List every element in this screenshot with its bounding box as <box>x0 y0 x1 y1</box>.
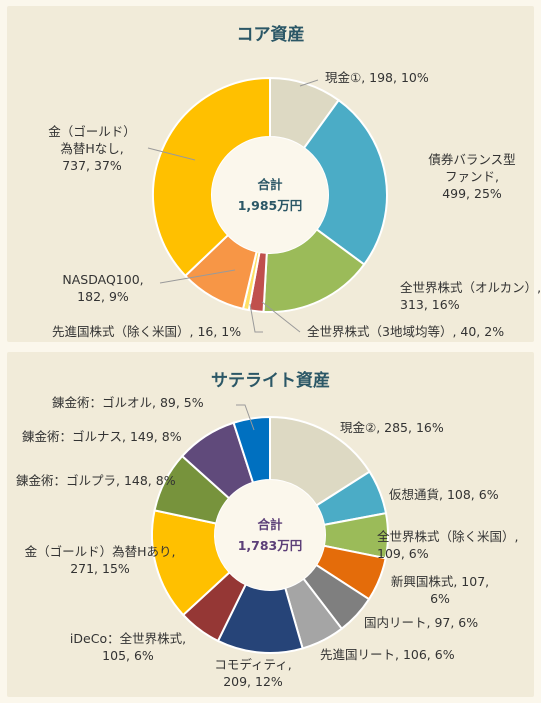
core-data-label: NASDAQ100, 182, 9% <box>62 272 143 304</box>
core-data-label: 現金①, 198, 10% <box>325 70 429 85</box>
core-data-label-line: 現金①, 198, 10% <box>325 70 429 85</box>
core-data-label-line: 313, 16% <box>400 297 460 312</box>
satellite-data-label: 現金②, 285, 16% <box>340 420 444 435</box>
satellite-data-label-line: 金（ゴールド）為替Hあり, <box>25 544 176 559</box>
core-leader-line <box>261 301 301 333</box>
satellite-data-label: 錬金術：ゴルオル, 89, 5% <box>52 395 204 410</box>
satellite-data-label-line: 仮想通貨, 108, 6% <box>389 487 499 502</box>
core-center-value: 1,985万円 <box>238 198 303 213</box>
core-chart-title: コア資産 <box>236 25 305 45</box>
core-data-label-line: 先進国株式（除く米国）, 16, 1% <box>52 324 241 339</box>
satellite-donut-hole <box>215 480 325 590</box>
satellite-center-value: 1,783万円 <box>238 538 303 553</box>
satellite-data-label: 国内リート, 97, 6% <box>364 615 478 630</box>
satellite-data-label: 全世界株式（除く米国）, 109, 6% <box>377 529 518 561</box>
core-data-label: 債券バランス型ファンド, 499, 25% <box>428 152 515 201</box>
satellite-data-label: コモディティ, 209, 12% <box>214 657 291 689</box>
satellite-data-label-line: コモディティ, <box>214 657 291 672</box>
core-data-label-line: 全世界株式（3地域均等）, 40, 2% <box>307 324 504 339</box>
core-data-label-line: 金（ゴールド） <box>48 124 136 139</box>
core-center-label: 合計 <box>257 177 283 192</box>
satellite-data-label-line: 209, 12% <box>223 674 283 689</box>
core-data-label-line: 182, 9% <box>77 289 129 304</box>
satellite-data-label: 金（ゴールド）為替Hあり, 271, 15% <box>25 544 176 576</box>
satellite-data-label: 錬金術：ゴルナス, 149, 8% <box>22 429 182 444</box>
satellite-data-label-line: 錬金術：ゴルナス, 149, 8% <box>22 429 182 444</box>
satellite-data-label: 新興国株式, 107, 6% <box>391 574 489 606</box>
satellite-data-label-line: 錬金術：ゴルオル, 89, 5% <box>52 395 204 410</box>
satellite-data-label-line: 新興国株式, 107, <box>391 574 489 589</box>
core-donut-hole <box>212 137 328 253</box>
core-leader-line <box>147 147 196 161</box>
satellite-center-label: 合計 <box>257 517 283 532</box>
core-data-label-line: 為替Hなし, <box>60 141 123 156</box>
core-data-label-line: 債券バランス型 <box>428 152 515 167</box>
core-leader-line <box>249 303 263 333</box>
satellite-data-label: 仮想通貨, 108, 6% <box>389 487 499 502</box>
core-data-label-line: NASDAQ100, <box>62 272 143 287</box>
core-data-label-line: ファンド, <box>445 169 499 184</box>
satellite-data-label-line: 先進国リート, 106, 6% <box>320 647 455 662</box>
satellite-data-label-line: 国内リート, 97, 6% <box>364 615 478 630</box>
satellite-data-label: iDeCo：全世界株式, 105, 6% <box>70 631 186 663</box>
satellite-chart-title: サテライト資産 <box>211 371 330 391</box>
satellite-data-label-line: 105, 6% <box>102 648 154 663</box>
core-data-label: 先進国株式（除く米国）, 16, 1% <box>52 324 241 339</box>
core-data-label-line: 全世界株式（オルカン）, <box>400 280 541 295</box>
core-data-label-line: 499, 25% <box>442 186 502 201</box>
core-data-label: 全世界株式（3地域均等）, 40, 2% <box>307 324 504 339</box>
core-data-label: 全世界株式（オルカン）, 313, 16% <box>400 280 541 312</box>
satellite-data-label-line: 271, 15% <box>70 561 130 576</box>
satellite-data-label-line: 109, 6% <box>377 546 429 561</box>
satellite-data-label: 先進国リート, 106, 6% <box>320 647 455 662</box>
core-slice <box>302 98 388 266</box>
satellite-leader-line <box>236 404 255 431</box>
satellite-data-label: 錬金術：ゴルプラ, 148, 8% <box>16 473 176 488</box>
satellite-data-label-line: 現金②, 285, 16% <box>340 420 444 435</box>
core-leader-line <box>299 79 319 87</box>
core-leader-line <box>159 269 236 284</box>
core-data-label: 金（ゴールド） 為替Hなし, 737, 37% <box>48 124 136 173</box>
core-data-label-line: 737, 37% <box>62 158 122 173</box>
satellite-data-label-line: 6% <box>430 591 450 606</box>
satellite-data-label-line: 全世界株式（除く米国）, <box>377 529 518 544</box>
satellite-data-label-line: iDeCo：全世界株式, <box>70 631 186 646</box>
satellite-data-label-line: 錬金術：ゴルプラ, 148, 8% <box>16 473 176 488</box>
